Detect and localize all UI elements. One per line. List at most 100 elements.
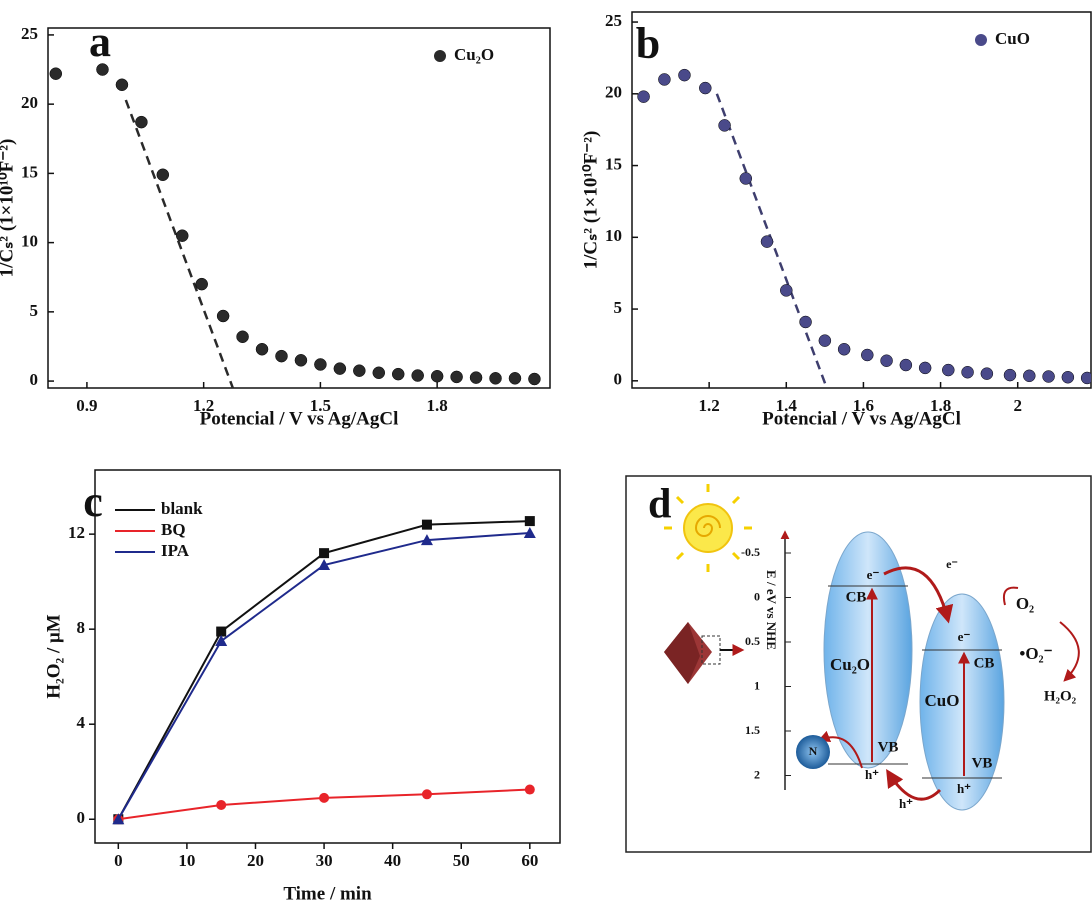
data-layer xyxy=(112,516,536,824)
data-point xyxy=(319,548,329,558)
vb-label: VB xyxy=(972,755,993,771)
data-point xyxy=(217,310,229,322)
panel-label: d xyxy=(648,482,671,528)
data-point xyxy=(96,64,108,76)
data-point xyxy=(451,371,463,383)
panel-c: c010203040506004812Time / minH₂O₂ / μMbl… xyxy=(43,470,560,904)
data-point xyxy=(719,119,731,131)
x-axis-title: Potencial / V vs Ag/AgCl xyxy=(200,408,399,429)
legend-marker xyxy=(975,34,987,46)
y-tick-label: 5 xyxy=(30,301,39,320)
plot-frame xyxy=(632,12,1091,388)
electron-label: e⁻ xyxy=(867,567,880,582)
y-tick-label: 8 xyxy=(77,618,86,637)
data-point xyxy=(334,363,346,375)
x-tick-label: 0 xyxy=(114,851,123,870)
y-tick-label: 20 xyxy=(21,93,38,112)
data-point xyxy=(176,230,188,242)
transfer-hole-label: h⁺ xyxy=(899,796,913,811)
data-point xyxy=(942,364,954,376)
y-tick-label: 0 xyxy=(614,370,623,389)
data-point xyxy=(422,520,432,530)
h2o2-label: H₂O₂ xyxy=(1044,688,1077,704)
data-point xyxy=(638,91,650,103)
data-point xyxy=(1043,371,1055,383)
fit-line xyxy=(126,100,233,388)
data-point xyxy=(116,79,128,91)
y-tick-label: 0 xyxy=(77,808,86,827)
cb-label: CB xyxy=(846,589,867,605)
data-point xyxy=(157,169,169,181)
data-point xyxy=(314,358,326,370)
o2-label: O₂ xyxy=(1016,594,1034,613)
data-point xyxy=(237,331,249,343)
data-layer xyxy=(50,64,541,388)
data-point xyxy=(800,316,812,328)
y-tick-label: 5 xyxy=(614,298,623,317)
y-tick-label: 10 xyxy=(21,232,38,251)
energy-tick-label: -0.5 xyxy=(741,545,760,559)
data-point xyxy=(1081,372,1092,384)
cuo-label: CuO xyxy=(925,691,960,710)
series-line xyxy=(118,533,530,819)
data-point xyxy=(319,793,329,803)
data-point xyxy=(373,367,385,379)
data-point xyxy=(761,236,773,248)
data-point xyxy=(216,627,226,637)
legend-label: CuO xyxy=(995,29,1030,48)
data-point xyxy=(275,350,287,362)
x-tick-label: 50 xyxy=(453,851,470,870)
y-axis-title: 1/Cₛ² (1×10¹⁰F⁻²) xyxy=(0,139,17,278)
panel-a: a0.91.21.51.80510152025Potencial / V vs … xyxy=(0,17,550,429)
superoxide-label: •O₂⁻ xyxy=(1019,644,1052,663)
electron-label: e⁻ xyxy=(958,629,971,644)
y-tick-label: 25 xyxy=(605,11,622,30)
data-point xyxy=(50,68,62,80)
legend-label: blank xyxy=(161,499,203,518)
data-point xyxy=(900,359,912,371)
legend-label: BQ xyxy=(161,520,186,539)
x-tick-label: 20 xyxy=(247,851,264,870)
x-tick-label: 60 xyxy=(521,851,538,870)
y-tick-label: 0 xyxy=(30,370,39,389)
y-axis-title: 1/Cₛ² (1×10¹⁰F⁻²) xyxy=(580,131,601,270)
panel-d: d E / eV vs NHE -0.500.511.52 N CB VB e⁻… xyxy=(626,476,1091,852)
y-tick-label: 12 xyxy=(68,523,85,542)
data-point xyxy=(392,368,404,380)
data-point xyxy=(196,278,208,290)
data-point xyxy=(525,785,535,795)
transfer-electron-label: e⁻ xyxy=(946,557,958,571)
page: d E / eV vs NHE -0.500.511.52 N CB VB e⁻… xyxy=(0,0,1092,913)
data-point xyxy=(525,516,535,526)
data-point xyxy=(422,789,432,799)
y-tick-label: 25 xyxy=(21,24,38,43)
x-tick-label: 30 xyxy=(316,851,333,870)
data-point xyxy=(490,372,502,384)
data-point xyxy=(819,335,831,347)
energy-tick-label: 1 xyxy=(754,678,760,692)
x-axis-title: Potencial / V vs Ag/AgCl xyxy=(762,408,961,429)
data-point xyxy=(431,370,443,382)
y-axis-title: H₂O₂ / μM xyxy=(43,614,64,699)
hole-label: h⁺ xyxy=(865,767,879,782)
data-point xyxy=(1023,370,1035,382)
x-tick-label: 40 xyxy=(384,851,401,870)
data-point xyxy=(353,365,365,377)
y-tick-label: 20 xyxy=(605,83,622,102)
data-point xyxy=(470,372,482,384)
data-point xyxy=(412,370,424,382)
legend-marker xyxy=(434,50,446,62)
panel-label: c xyxy=(83,477,103,526)
data-point xyxy=(658,73,670,85)
data-point xyxy=(962,366,974,378)
data-layer xyxy=(638,69,1092,388)
figure: d E / eV vs NHE -0.500.511.52 N CB VB e⁻… xyxy=(0,0,1092,913)
data-point xyxy=(216,800,226,810)
x-tick-label: 0.9 xyxy=(76,396,97,415)
data-point xyxy=(528,373,540,385)
data-point xyxy=(509,372,521,384)
vb-label: VB xyxy=(878,739,899,755)
data-point xyxy=(295,354,307,366)
y-tick-label: 4 xyxy=(77,713,86,732)
